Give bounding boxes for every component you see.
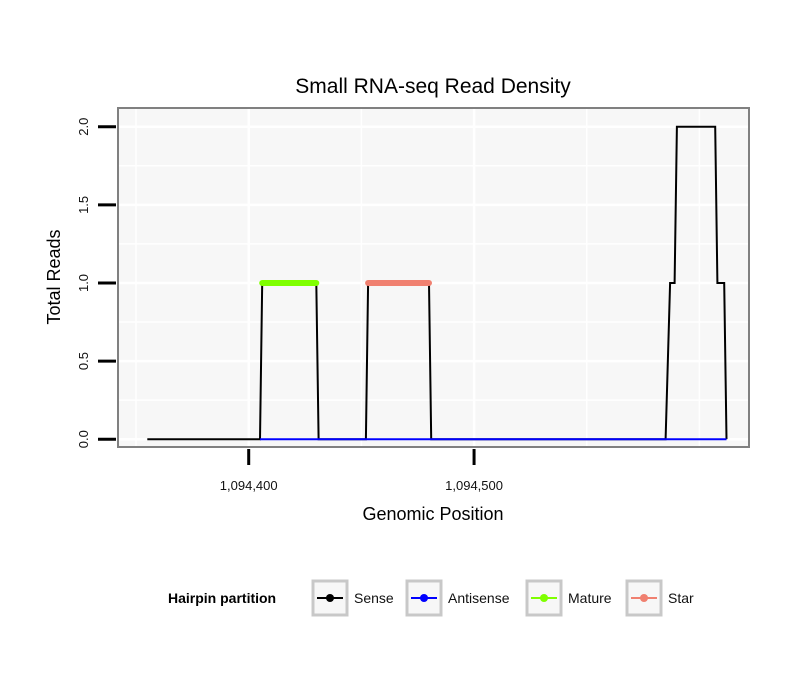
axes: 0.0 0.5 1.0 1.5 2.0 1,094,400 1,094,500 <box>76 118 503 493</box>
plot-panel <box>117 107 750 448</box>
legend-label: Sense <box>354 590 394 606</box>
x-axis-title: Genomic Position <box>362 504 503 524</box>
y-tick-label: 0.0 <box>76 430 91 448</box>
legend: Hairpin partition Sense Antisense Mature St… <box>168 579 694 617</box>
y-tick-label: 2.0 <box>76 118 91 136</box>
grid-lines <box>119 109 748 446</box>
x-tick-label: 1,094,400 <box>220 478 278 493</box>
y-tick-label: 0.5 <box>76 352 91 370</box>
legend-label: Mature <box>568 590 612 606</box>
y-axis-title: Total Reads <box>44 229 64 324</box>
y-tick-label: 1.0 <box>76 274 91 292</box>
legend-title: Hairpin partition <box>168 590 276 606</box>
x-tick-label: 1,094,500 <box>445 478 503 493</box>
chart-title: Small RNA-seq Read Density <box>295 75 571 98</box>
legend-point <box>640 594 648 602</box>
series-layer <box>147 125 728 441</box>
legend-label: Star <box>668 590 694 606</box>
legend-point <box>540 594 548 602</box>
legend-label: Antisense <box>448 590 510 606</box>
y-tick-label: 1.5 <box>76 196 91 214</box>
legend-point <box>420 594 428 602</box>
legend-point <box>326 594 334 602</box>
